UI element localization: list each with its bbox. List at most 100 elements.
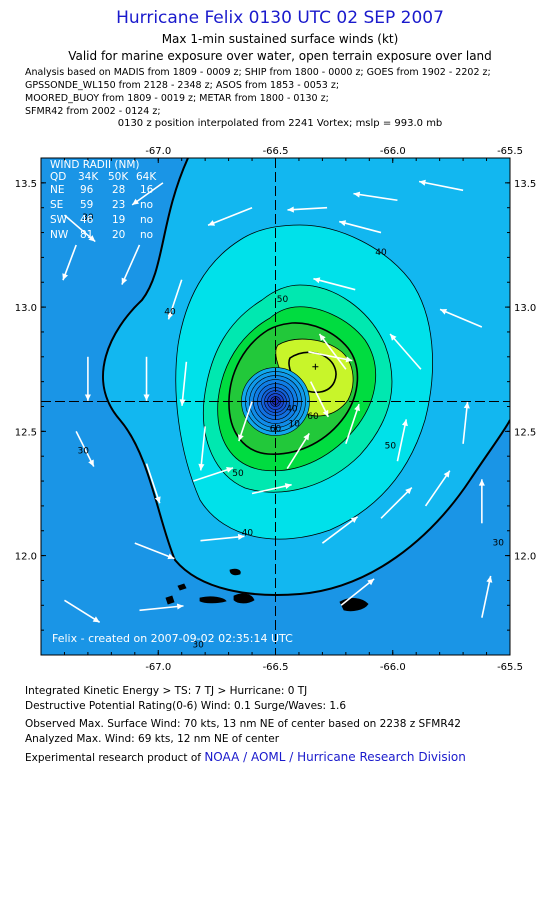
wind-arrow	[251, 483, 292, 495]
radii-row-nw-quadrant: NW	[50, 229, 69, 241]
x-tick-label-bottom: -65.5	[497, 662, 523, 673]
radii-row-ne-34k: 96	[80, 184, 94, 196]
wind-arrow-shaft	[63, 214, 96, 243]
analysis-line-3: MOORED_BUOY from 1809 - 0019 z; METAR fr…	[25, 93, 329, 104]
wind-arrow-head	[208, 220, 216, 226]
wind-radii-table: WIND RADII (NM) QD 34K 50K 64K NE 96 28 …	[50, 159, 157, 241]
wind-arrow-shaft	[481, 575, 492, 618]
wind-arrow-shaft	[251, 483, 292, 495]
radii-header-qd: QD	[50, 171, 66, 183]
radii-row-nw-64k: no	[140, 229, 153, 241]
analysis-line-1: Analysis based on MADIS from 1809 - 0009…	[25, 67, 491, 78]
wind-arrow	[145, 463, 161, 504]
contour-label: 40	[242, 529, 254, 539]
wind-arrow-shaft	[424, 470, 451, 507]
wind-arrow	[131, 182, 164, 206]
wind-arrow	[339, 220, 382, 234]
wind-arrow	[134, 542, 175, 560]
wind-arrow-shaft	[345, 403, 360, 445]
radii-row-ne-quadrant: NE	[50, 184, 65, 196]
wind-arrow-shaft	[134, 542, 175, 560]
radii-row-nw-34k: 81	[80, 229, 93, 241]
wind-arrow-shaft	[462, 401, 469, 444]
island-4	[229, 568, 241, 576]
wind-arrow-shaft	[353, 192, 398, 202]
y-tick-label-right: 13.0	[514, 303, 536, 314]
credit-line: Felix - created on 2007-09-02 02:35:14 U…	[52, 632, 293, 645]
contour-label: 30	[192, 641, 204, 651]
wind-arrow-head	[284, 483, 292, 490]
wind-arrow-shaft	[380, 486, 413, 519]
contour-label: 60	[270, 424, 282, 434]
wind-arrow	[75, 430, 95, 467]
wind-arrow	[62, 244, 77, 281]
wind-arrow-shaft	[193, 467, 234, 482]
product-credit: Experimental research product of NOAA / …	[25, 750, 466, 764]
wind-arrow	[424, 470, 451, 507]
contour-label: 40	[375, 248, 387, 258]
wind-arrow-shaft	[139, 605, 184, 612]
x-tick-label-top: -67.0	[145, 146, 171, 157]
wind-arrow-head	[367, 578, 375, 586]
wind-arrow-head	[440, 309, 448, 315]
wind-arrow	[481, 575, 493, 618]
contour-label: 40	[164, 308, 176, 318]
wind-arrow	[353, 191, 398, 202]
island-2	[199, 596, 227, 604]
wind-arrow	[318, 333, 347, 370]
wind-arrow-shaft	[121, 244, 141, 285]
radii-row-se-quadrant: SE	[50, 199, 63, 211]
wind-arrow-head	[226, 466, 234, 473]
analysis-line-4: SFMR42 from 2002 - 0124 z;	[25, 106, 161, 117]
wind-arrow	[84, 356, 91, 401]
y-tick-label-right: 13.5	[514, 179, 536, 190]
radii-header-64k: 64K	[136, 171, 157, 183]
contour-label: 50	[232, 469, 244, 479]
contour-label: 50	[277, 295, 289, 305]
wind-arrow	[418, 179, 464, 192]
x-tick-label-bottom: -66.5	[263, 662, 289, 673]
wind-arrow-shaft	[287, 206, 328, 211]
wind-arrow-head	[419, 179, 426, 186]
wind-arrow-shaft	[167, 279, 183, 320]
wind-arrow-head	[237, 434, 244, 442]
wind-arrow-shaft	[286, 433, 310, 470]
wind-arrow	[143, 356, 150, 401]
wind-arrow	[287, 206, 328, 213]
wind-arrow-head	[88, 459, 94, 467]
wind-arrow-head	[88, 235, 96, 242]
island-5	[177, 583, 187, 591]
wind-arrow-head	[62, 273, 69, 281]
wind-arrow-head	[463, 401, 470, 409]
contour-label: 40	[286, 404, 298, 414]
wind-arrow-head	[401, 419, 408, 427]
radii-row-sw-50k: 19	[112, 214, 125, 226]
radii-row-ne-64k: 16	[140, 184, 154, 196]
wind-arrow-head	[390, 334, 397, 341]
chart-title: Hurricane Felix 0130 UTC 02 SEP 2007	[116, 8, 444, 28]
contour-max	[288, 351, 337, 394]
wind-arrow	[478, 479, 485, 524]
x-tick-label-top: -65.5	[497, 146, 523, 157]
wind-arrow	[462, 401, 470, 444]
wind-arrow-shaft	[340, 578, 375, 606]
observed-max-line: Observed Max. Surface Wind: 70 kts, 13 n…	[25, 718, 461, 730]
wind-arrow-shaft	[75, 430, 95, 467]
wind-arrow-head	[176, 603, 184, 610]
wind-arrow-shaft	[313, 277, 356, 291]
y-tick-label-left: 13.5	[15, 179, 37, 190]
wind-arrow	[380, 486, 413, 519]
wind-arrow-shaft	[145, 463, 161, 504]
wind-arrow-shaft	[396, 419, 408, 462]
wind-arrow-head	[443, 470, 450, 478]
y-tick-label-right: 12.5	[514, 427, 536, 438]
validity-note: Valid for marine exposure over water, op…	[68, 49, 492, 63]
hrd-link[interactable]: NOAA / AOML / Hurricane Research Divisio…	[204, 750, 466, 764]
y-tick-label-left: 12.5	[15, 427, 37, 438]
wind-arrow-head	[287, 206, 294, 213]
radii-row-sw-34k: 46	[80, 214, 94, 226]
wind-arrow	[193, 466, 234, 482]
product-prefix: Experimental research product of	[25, 752, 201, 764]
wind-arrow-head	[486, 575, 493, 583]
wind-arrow-shaft	[309, 381, 329, 418]
